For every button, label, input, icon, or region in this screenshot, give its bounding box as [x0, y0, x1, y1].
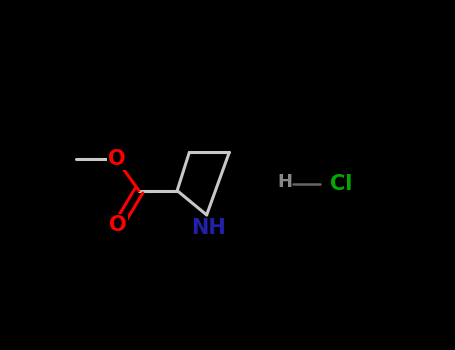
Text: O: O	[107, 149, 125, 169]
Text: H: H	[277, 173, 292, 191]
Text: O: O	[109, 215, 127, 235]
Text: NH: NH	[191, 218, 226, 238]
Text: Cl: Cl	[330, 174, 352, 194]
